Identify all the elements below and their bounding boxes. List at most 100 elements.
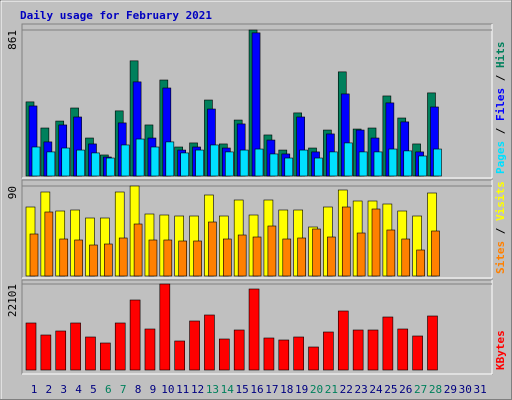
bar	[208, 221, 217, 277]
x-tick-label: 26	[399, 383, 412, 396]
bar	[312, 228, 321, 277]
bar	[267, 225, 277, 277]
bar	[89, 244, 98, 277]
x-tick-label: 12	[191, 383, 204, 396]
x-tick-label: 21	[325, 383, 338, 396]
bar	[129, 299, 141, 371]
x-tick-label: 18	[280, 383, 293, 396]
bar	[135, 138, 145, 177]
bar	[114, 322, 126, 371]
bar	[59, 238, 69, 277]
bar	[297, 237, 306, 277]
x-tick-label: 20	[310, 383, 323, 396]
bar	[100, 342, 111, 371]
bar	[195, 149, 204, 177]
bar	[341, 206, 351, 277]
bar	[31, 146, 41, 177]
legend-entry: Files	[494, 88, 507, 121]
legend-entry: Hits	[494, 42, 507, 69]
x-tick-label: 3	[60, 383, 67, 396]
x-tick-label: 9	[150, 383, 157, 396]
bar	[189, 320, 200, 371]
bar	[263, 337, 275, 371]
bar	[431, 230, 440, 277]
x-tick-label: 4	[75, 383, 82, 396]
bar	[225, 151, 234, 177]
x-tick-label: 6	[105, 383, 112, 396]
legend-separator: /	[494, 121, 507, 141]
bar	[293, 336, 304, 371]
chart-title: Daily usage for February 2021	[20, 9, 212, 22]
bar	[223, 238, 232, 277]
bar	[150, 146, 160, 177]
bar	[193, 240, 202, 277]
bar	[55, 330, 67, 371]
bar	[386, 229, 396, 277]
bar	[76, 149, 85, 177]
bar	[343, 142, 353, 177]
bar	[403, 150, 413, 177]
legend-entry: Pages	[494, 141, 507, 174]
x-tick-label: 31	[473, 383, 486, 396]
bar	[133, 223, 143, 277]
legend: Pages / Files / Hits	[494, 42, 507, 175]
x-tick-label: 27	[414, 383, 427, 396]
bar	[148, 239, 158, 277]
bar	[269, 153, 279, 177]
bar	[163, 239, 173, 277]
bar	[382, 316, 394, 371]
bar	[91, 152, 100, 177]
bar	[337, 310, 349, 371]
x-tick-label: 30	[459, 383, 472, 396]
bar	[25, 322, 37, 371]
bar	[371, 208, 381, 277]
x-tick-label: 13	[206, 383, 219, 396]
bar	[397, 328, 409, 371]
bar	[233, 329, 245, 371]
bar	[106, 157, 115, 177]
x-tick-label: 8	[135, 383, 142, 396]
bar	[323, 331, 334, 371]
bar	[352, 329, 364, 371]
legend: KBytes	[494, 330, 507, 370]
bar	[373, 151, 383, 177]
x-tick-label: 2	[46, 383, 53, 396]
bar	[327, 236, 336, 277]
bar	[308, 346, 319, 371]
bar	[282, 238, 292, 277]
bar	[159, 283, 171, 371]
bar	[44, 211, 54, 277]
bar	[120, 144, 130, 177]
x-tick-label: 11	[176, 383, 189, 396]
bar	[412, 335, 423, 371]
bar	[174, 340, 185, 371]
bar	[165, 141, 175, 177]
bar	[85, 336, 96, 371]
y-tick-label: 22101	[6, 284, 19, 317]
bar	[219, 338, 230, 371]
x-tick-label: 19	[295, 383, 308, 396]
bar	[118, 237, 128, 277]
bar	[178, 240, 187, 277]
bar	[367, 329, 379, 371]
bar	[29, 233, 39, 277]
legend-separator: /	[494, 68, 507, 88]
bar	[427, 315, 438, 371]
x-tick-label: 24	[369, 383, 383, 396]
bar	[74, 239, 83, 277]
x-tick-label: 17	[265, 383, 278, 396]
bar	[144, 328, 156, 371]
bar	[237, 234, 247, 277]
bar	[239, 149, 249, 177]
bar	[210, 144, 219, 177]
bar	[388, 148, 398, 177]
x-tick-label: 16	[250, 383, 263, 396]
bar	[418, 155, 427, 177]
x-tick-label: 7	[120, 383, 127, 396]
x-tick-label: 22	[340, 383, 353, 396]
x-tick-label: 5	[90, 383, 97, 396]
bar	[278, 339, 290, 371]
legend: Sites / Visits	[494, 181, 507, 274]
bar	[284, 157, 294, 177]
